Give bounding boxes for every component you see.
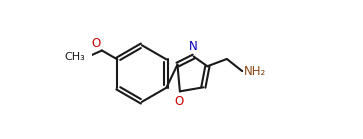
Text: NH₂: NH₂ <box>244 65 266 78</box>
Text: O: O <box>175 95 184 108</box>
Text: N: N <box>189 40 198 53</box>
Text: CH₃: CH₃ <box>65 52 85 62</box>
Text: O: O <box>92 37 101 50</box>
